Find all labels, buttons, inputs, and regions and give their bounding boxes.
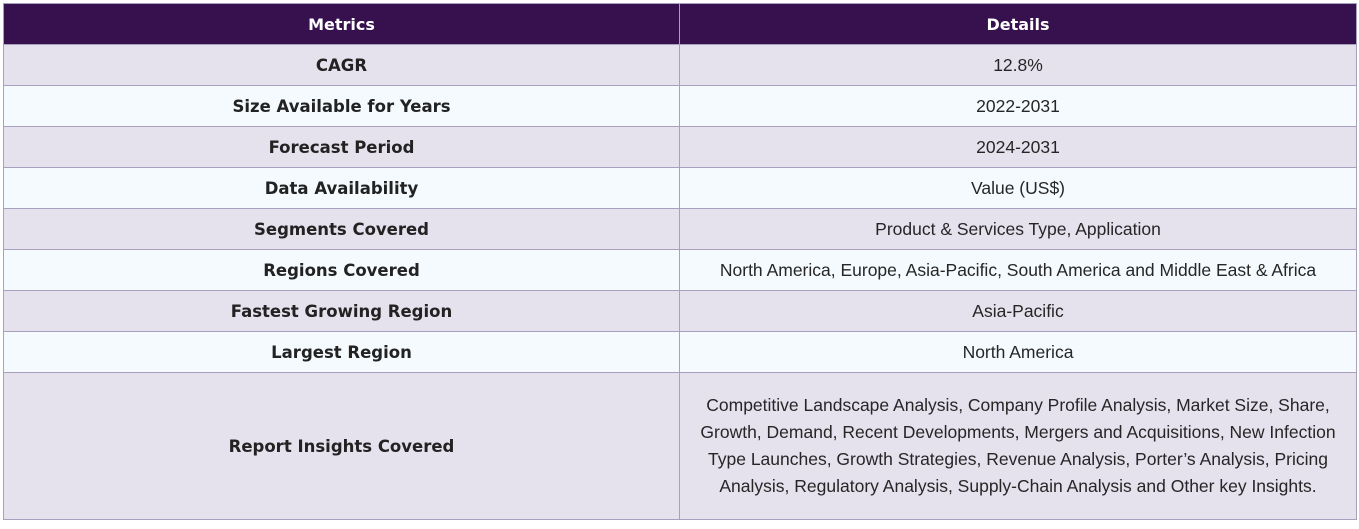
metric-cell: Segments Covered <box>3 208 680 250</box>
table-row-segments: Segments Covered Product & Services Type… <box>3 208 1357 250</box>
table-row-cagr: CAGR 12.8% <box>3 44 1357 86</box>
header-row: Metrics Details <box>3 3 1357 45</box>
table-body: CAGR 12.8% Size Available for Years 2022… <box>3 44 1357 520</box>
table-row-regions: Regions Covered North America, Europe, A… <box>3 249 1357 291</box>
table-header: Metrics Details <box>3 3 1357 45</box>
metric-cell: Report Insights Covered <box>3 372 680 520</box>
detail-cell: North America, Europe, Asia-Pacific, Sou… <box>679 249 1357 291</box>
table-row-report-insights: Report Insights Covered Competitive Land… <box>3 372 1357 520</box>
metric-cell: CAGR <box>3 44 680 86</box>
detail-cell: Product & Services Type, Application <box>679 208 1357 250</box>
detail-cell: 12.8% <box>679 44 1357 86</box>
detail-cell: 2024-2031 <box>679 126 1357 168</box>
metrics-table: Metrics Details CAGR 12.8% Size Availabl… <box>3 3 1357 520</box>
header-details: Details <box>679 3 1357 45</box>
table-row-data-availability: Data Availability Value (US$) <box>3 167 1357 209</box>
detail-cell: 2022-2031 <box>679 85 1357 127</box>
detail-cell: Value (US$) <box>679 167 1357 209</box>
metric-cell: Regions Covered <box>3 249 680 291</box>
table-row-fastest-region: Fastest Growing Region Asia-Pacific <box>3 290 1357 332</box>
metric-cell: Size Available for Years <box>3 85 680 127</box>
detail-cell: North America <box>679 331 1357 373</box>
header-metrics: Metrics <box>3 3 680 45</box>
table-row-size-years: Size Available for Years 2022-2031 <box>3 85 1357 127</box>
detail-cell: Asia-Pacific <box>679 290 1357 332</box>
table-row-forecast-period: Forecast Period 2024-2031 <box>3 126 1357 168</box>
detail-cell: Competitive Landscape Analysis, Company … <box>679 372 1357 520</box>
table-row-largest-region: Largest Region North America <box>3 331 1357 373</box>
metric-cell: Data Availability <box>3 167 680 209</box>
metric-cell: Largest Region <box>3 331 680 373</box>
metric-cell: Forecast Period <box>3 126 680 168</box>
metric-cell: Fastest Growing Region <box>3 290 680 332</box>
